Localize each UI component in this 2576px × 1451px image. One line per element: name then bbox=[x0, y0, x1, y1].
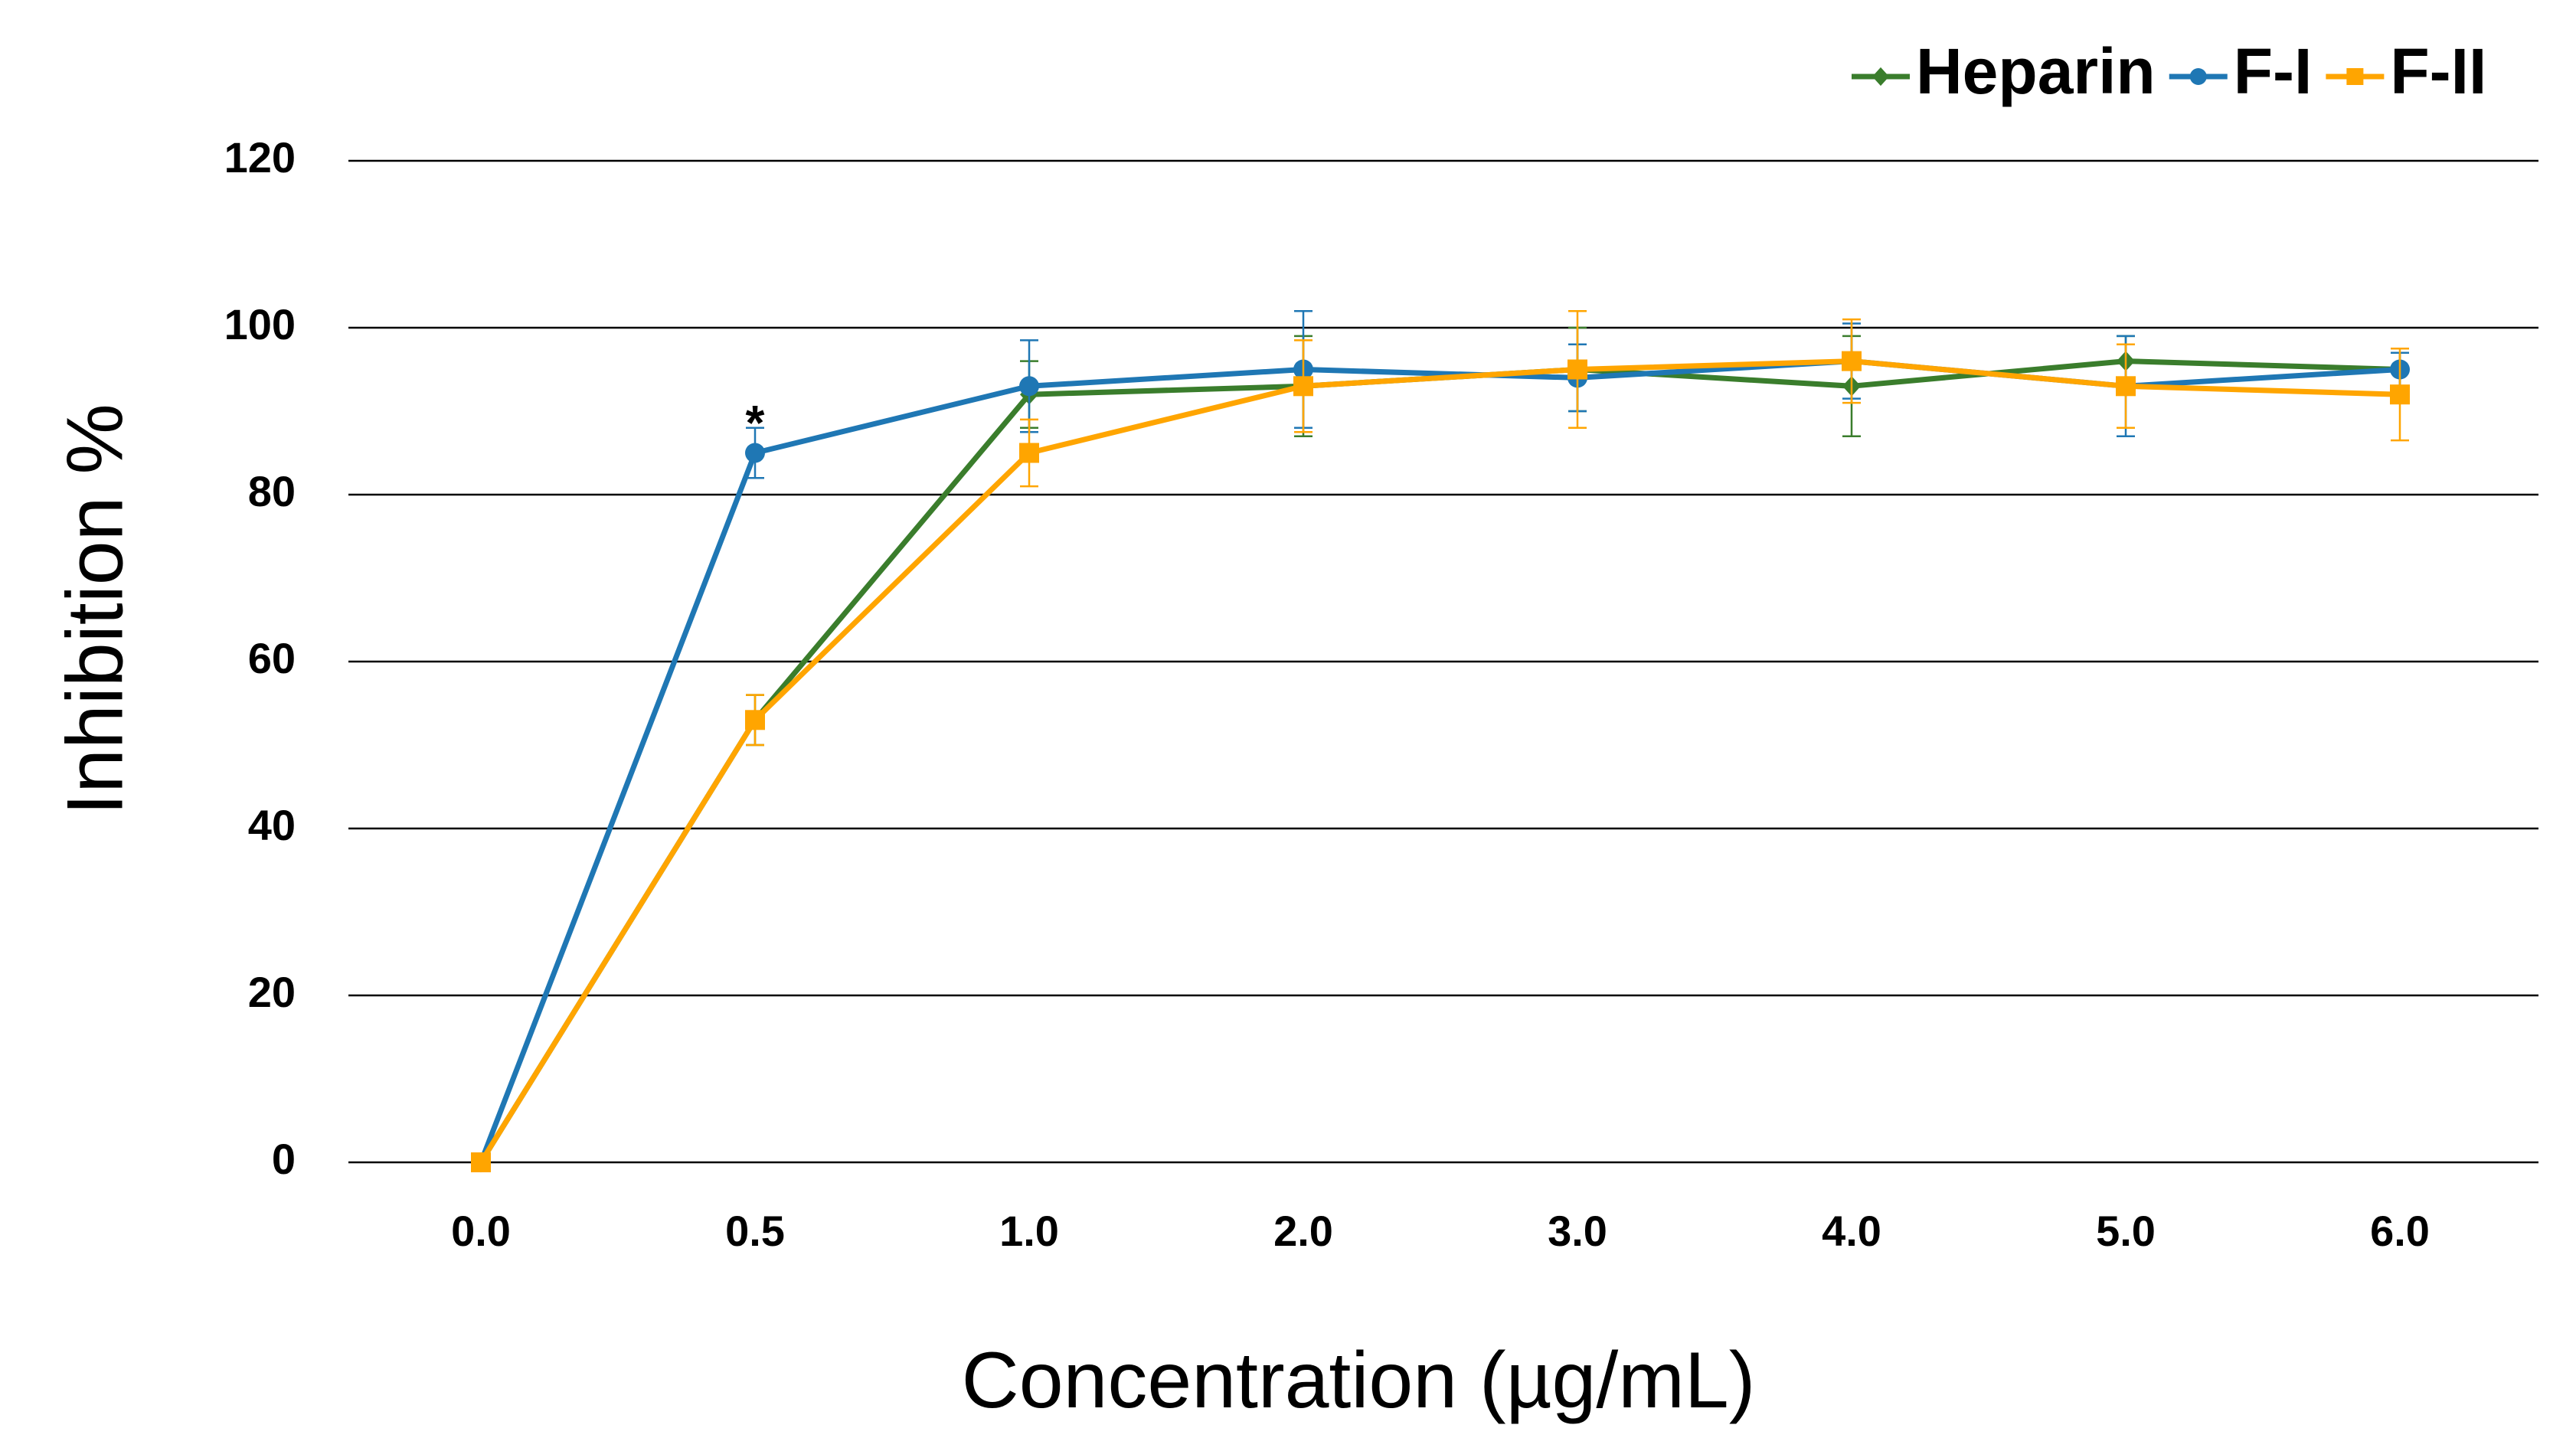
legend-marker-heparin bbox=[1872, 67, 1889, 87]
y-tick-label-0: 0 bbox=[272, 1135, 296, 1183]
data-point-f-ii-3.0 bbox=[1568, 359, 1587, 380]
x-tick-label-4.0: 4.0 bbox=[1822, 1207, 1881, 1255]
data-point-f-ii-0.5 bbox=[745, 710, 765, 730]
y-tick-label-120: 120 bbox=[224, 133, 296, 181]
series-line-heparin bbox=[479, 358, 2401, 1164]
data-point-f-i-1.0 bbox=[1019, 376, 1039, 397]
legend-label-f-i: F-I bbox=[2234, 35, 2313, 107]
data-point-f-ii-6.0 bbox=[2390, 384, 2410, 405]
y-tick-label-20: 20 bbox=[248, 968, 296, 1016]
gridlines bbox=[348, 159, 2538, 1164]
x-tick-labels: 0.0 0.5 1.0 2.0 3.0 4.0 5.0 6.0 bbox=[451, 1207, 2430, 1255]
legend-entry-f-ii: F-II bbox=[2326, 35, 2486, 107]
x-tick-label-2.0: 2.0 bbox=[1273, 1207, 1333, 1255]
data-point-f-i-0.5 bbox=[745, 443, 765, 463]
x-tick-label-3.0: 3.0 bbox=[1548, 1207, 1607, 1255]
significance-marker-0: * bbox=[746, 395, 765, 450]
series-group bbox=[471, 309, 2410, 1173]
y-tick-label-80: 80 bbox=[248, 467, 296, 515]
y-tick-labels: 0 20 40 60 80 100 120 bbox=[224, 133, 296, 1183]
x-axis-title: Concentration (µg/mL) bbox=[962, 1336, 1756, 1425]
legend-label-f-ii: F-II bbox=[2390, 35, 2486, 107]
series-f-ii bbox=[471, 309, 2410, 1172]
data-point-f-ii-1.0 bbox=[1019, 443, 1039, 463]
legend-entry-f-i: F-I bbox=[2169, 35, 2313, 107]
x-tick-label-1.0: 1.0 bbox=[999, 1207, 1059, 1255]
x-tick-label-6.0: 6.0 bbox=[2370, 1207, 2430, 1255]
legend-label-heparin: Heparin bbox=[1916, 35, 2156, 107]
legend-marker-f-i bbox=[2189, 68, 2207, 85]
series-line-f-ii bbox=[479, 358, 2401, 1164]
legend: Heparin F-I F-II bbox=[1852, 35, 2486, 107]
legend-entry-heparin: Heparin bbox=[1852, 35, 2156, 107]
x-tick-label-5.0: 5.0 bbox=[2096, 1207, 2156, 1255]
y-tick-label-60: 60 bbox=[248, 634, 296, 682]
data-point-f-ii-2.0 bbox=[1293, 376, 1313, 397]
y-axis-title: Inhibition % bbox=[51, 404, 139, 815]
x-tick-label-0.0: 0.0 bbox=[451, 1207, 511, 1255]
x-tick-label-0.5: 0.5 bbox=[725, 1207, 785, 1255]
legend-marker-f-ii bbox=[2346, 68, 2364, 85]
series-line-f-i bbox=[478, 358, 2401, 1164]
data-point-f-ii-4.0 bbox=[1842, 351, 1862, 371]
annotations: * bbox=[746, 395, 765, 450]
y-tick-label-40: 40 bbox=[248, 801, 296, 849]
data-point-f-ii-0.0 bbox=[471, 1152, 491, 1172]
y-tick-label-100: 100 bbox=[224, 300, 296, 348]
data-point-f-ii-5.0 bbox=[2116, 376, 2136, 397]
